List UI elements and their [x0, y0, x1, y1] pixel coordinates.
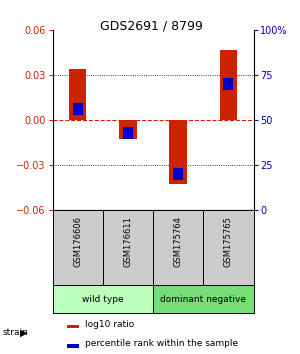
- Text: GSM175765: GSM175765: [224, 216, 233, 267]
- Bar: [223, 78, 233, 90]
- Bar: [119, 120, 137, 139]
- Text: GSM176606: GSM176606: [73, 216, 82, 267]
- Text: wild type: wild type: [82, 295, 124, 303]
- Bar: [103, 210, 153, 285]
- Bar: [67, 325, 79, 328]
- Text: GDS2691 / 8799: GDS2691 / 8799: [100, 19, 203, 33]
- Text: percentile rank within the sample: percentile rank within the sample: [85, 339, 238, 348]
- Bar: [52, 210, 103, 285]
- Text: GSM176611: GSM176611: [123, 216, 132, 267]
- Bar: [67, 344, 79, 348]
- Text: dominant negative: dominant negative: [160, 295, 246, 303]
- Text: ▶: ▶: [20, 328, 27, 338]
- Text: GSM175764: GSM175764: [174, 216, 183, 267]
- Bar: [220, 50, 237, 120]
- Bar: [169, 120, 187, 184]
- Bar: [123, 127, 133, 138]
- Bar: [52, 285, 153, 313]
- Bar: [173, 168, 183, 180]
- Bar: [153, 210, 203, 285]
- Bar: [153, 285, 254, 313]
- Text: log10 ratio: log10 ratio: [85, 320, 134, 330]
- Bar: [69, 69, 86, 120]
- Text: strain: strain: [3, 327, 29, 337]
- Bar: [73, 103, 82, 115]
- Bar: [203, 210, 254, 285]
